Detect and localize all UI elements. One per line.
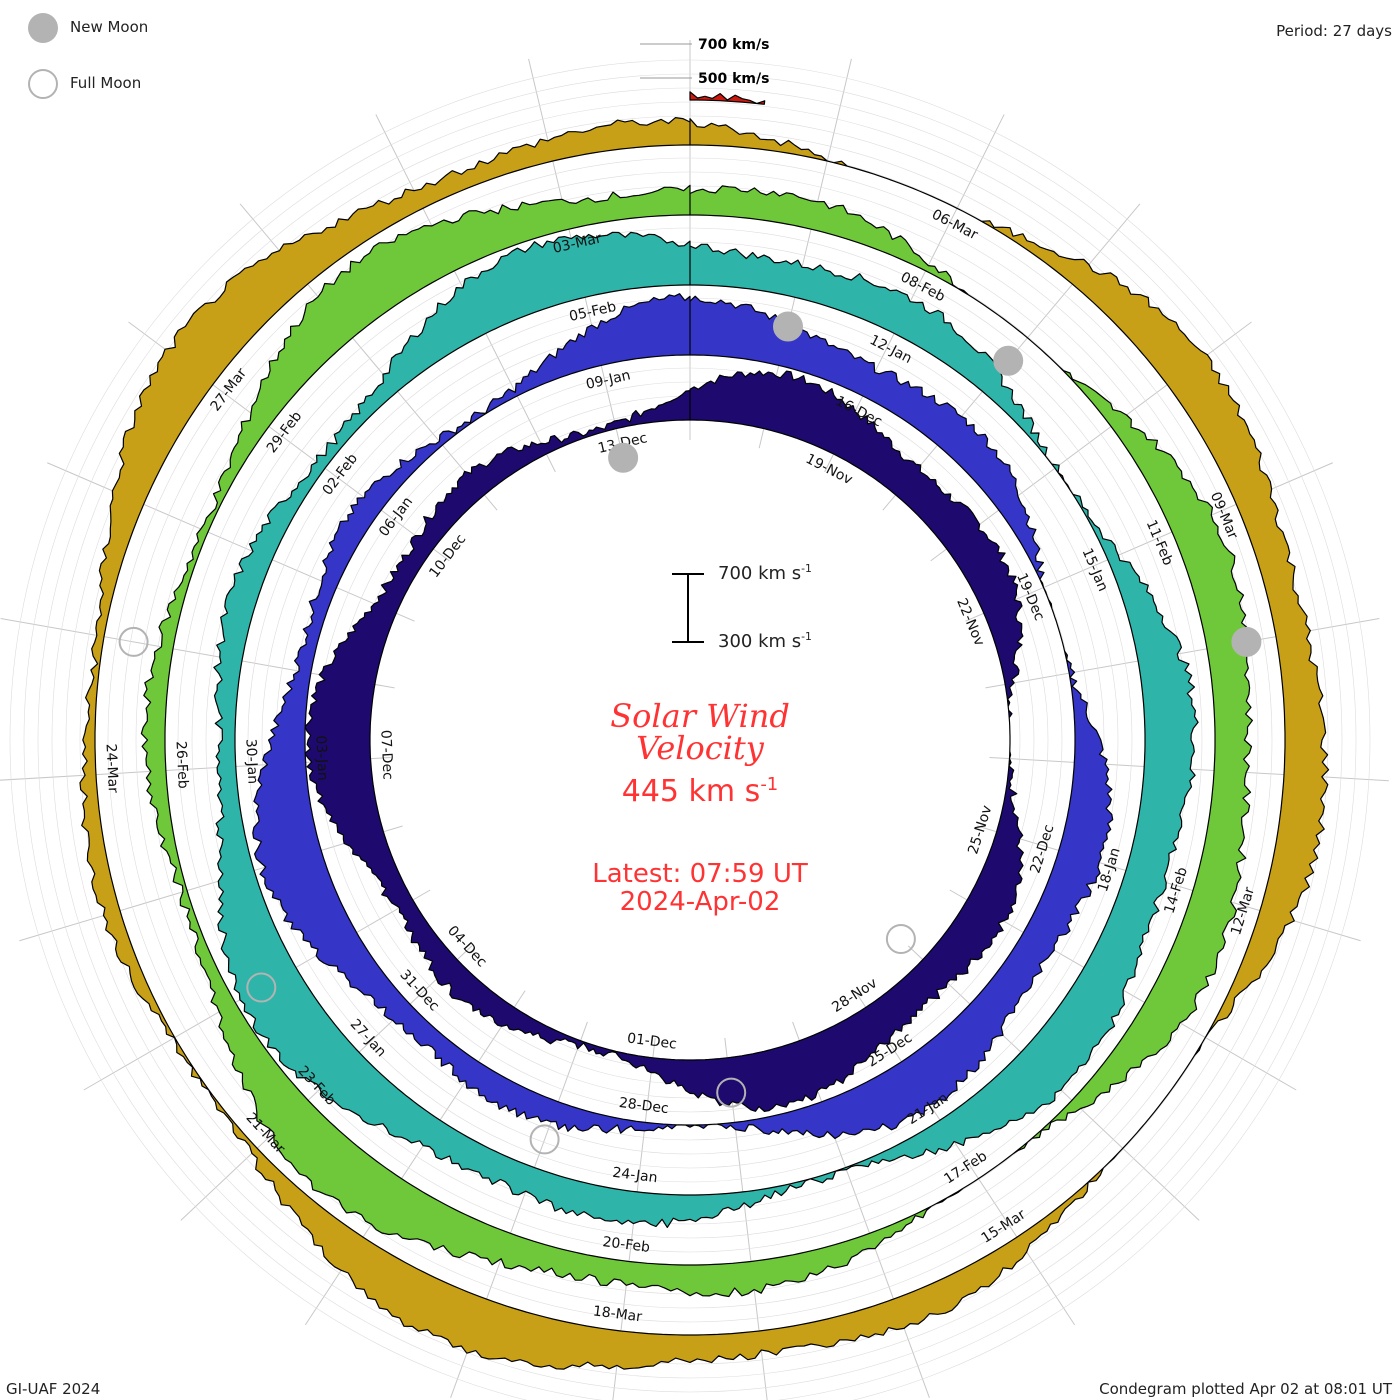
moon-markers (118, 311, 1262, 1155)
latest-time: Latest: 07:59 UT (592, 859, 808, 889)
grid-spoke (612, 1037, 656, 1400)
grid-spoke (724, 1037, 768, 1400)
reference-level-label: 700 km/s (698, 37, 769, 53)
date-tick-label: 17-Feb (941, 1148, 990, 1187)
period-label: Period: 27 days (1276, 22, 1392, 40)
scale-top-exponent: -1 (801, 562, 812, 575)
date-tick-label: 07-Dec (377, 730, 395, 781)
date-tick-label: 09-Jan (584, 367, 632, 393)
title-line-2: Velocity (636, 729, 764, 767)
full-moon-marker (529, 1124, 560, 1155)
grid-circle (51, 101, 1329, 1379)
date-tick-label: 03-Jan (312, 735, 330, 781)
chart-title: Solar Wind Velocity (500, 700, 900, 764)
plotted-label: Condegram plotted Apr 02 at 08:01 UT (1099, 1380, 1392, 1398)
velocity-ring-4 (140, 184, 1253, 1298)
grid-spoke (47, 462, 415, 622)
date-tick-label: 01-Dec (626, 1031, 678, 1053)
date-tick-label: 24-Mar (103, 743, 121, 793)
grid-spoke (854, 990, 1076, 1326)
new-moon-icon (28, 13, 58, 43)
grid-circle (9, 59, 1371, 1400)
legend-new-moon: New Moon (24, 10, 224, 46)
full-moon-icon (28, 69, 58, 99)
current-exponent: -1 (760, 774, 779, 795)
grid-spoke (985, 617, 1380, 689)
grid-circle (177, 227, 1203, 1253)
reference-levels: 700 km/s 500 km/s (640, 37, 769, 87)
full-moon-marker (885, 924, 916, 954)
velocity-ring-5 (79, 117, 1330, 1370)
reference-level-label: 500 km/s (698, 71, 769, 87)
scale-bottom-exponent: -1 (801, 630, 812, 643)
date-tick-label: 24-Jan (612, 1165, 659, 1187)
latest-block: Latest: 07:59 UT 2024-Apr-02 (500, 860, 900, 916)
scale-bottom-text: 300 km s (718, 631, 802, 652)
title-line-1: Solar Wind (610, 697, 790, 735)
velocity-ring-3 (213, 231, 1199, 1228)
credit-label: GI-UAF 2024 (6, 1380, 101, 1398)
current-unit: km s (688, 774, 761, 809)
legend-new-moon-label: New Moon (70, 18, 149, 36)
grid-circle (107, 157, 1273, 1323)
velocity-rings (79, 91, 1330, 1370)
full-moon-marker (716, 1077, 747, 1108)
current-velocity: 445 km s-1 (500, 774, 900, 809)
new-moon-marker (773, 311, 803, 342)
scale-top-text: 700 km s (718, 563, 802, 584)
grid-spoke (977, 825, 1361, 942)
velocity-ring-6 (689, 91, 766, 105)
velocity-ring-2 (252, 293, 1114, 1140)
latest-date: 2024-Apr-02 (619, 887, 781, 917)
new-moon-marker (993, 345, 1024, 376)
grid-circle (121, 171, 1259, 1309)
scale-top-label: 700 km s-1 (718, 562, 812, 584)
legend-full-moon: Full Moon (24, 66, 224, 102)
current-value: 445 (621, 774, 679, 809)
date-tick-label: 18-Mar (592, 1303, 643, 1325)
grid-circle (23, 73, 1357, 1400)
grid-spoke (19, 825, 403, 942)
grid-circle (37, 87, 1343, 1393)
velocity-ring-1 (304, 370, 1024, 1112)
date-tick-label: 28-Dec (618, 1095, 670, 1117)
date-tick-label: 20-Feb (602, 1234, 651, 1256)
full-moon-marker (246, 972, 277, 1003)
new-moon-marker (608, 442, 639, 473)
new-moon-marker (1231, 626, 1262, 657)
scale-bar (672, 573, 704, 643)
legend-full-moon-label: Full Moon (70, 74, 142, 92)
date-tick-label: 30-Jan (242, 738, 260, 784)
scale-bottom-label: 300 km s-1 (718, 630, 812, 652)
full-moon-marker (118, 626, 149, 657)
date-tick-label: 26-Feb (172, 741, 190, 789)
